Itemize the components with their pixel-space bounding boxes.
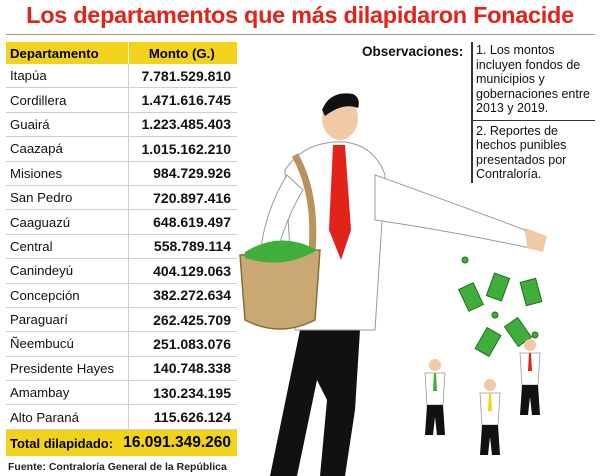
department-name: Ñeembucú bbox=[6, 331, 129, 357]
table-row: Central 558.789.114 bbox=[6, 234, 237, 260]
department-amount: 262.425.709 bbox=[127, 307, 237, 333]
table-row: Canindeyú 404.129.063 bbox=[6, 258, 237, 284]
department-name: Central bbox=[6, 234, 129, 260]
department-name: Amambay bbox=[6, 380, 129, 406]
table-row: Itapúa 7.781.529.810 bbox=[6, 64, 237, 89]
department-amount: 648.619.497 bbox=[127, 209, 237, 235]
table-row: Guairá 1.223.485.403 bbox=[6, 112, 237, 138]
departments-table: Departamento Monto (G.) Itapúa 7.781.529.… bbox=[6, 42, 237, 430]
department-name: San Pedro bbox=[6, 185, 129, 211]
department-amount: 140.748.338 bbox=[127, 356, 237, 382]
department-amount: 382.272.634 bbox=[127, 283, 237, 308]
observations-label: Observaciones: bbox=[362, 44, 464, 59]
money-bag-icon bbox=[239, 153, 321, 330]
department-name: Caazapá bbox=[6, 136, 129, 162]
table-row: Caazapá 1.015.162.210 bbox=[6, 136, 237, 162]
table-row: Concepción 382.272.634 bbox=[6, 283, 237, 308]
department-name: Caaguazú bbox=[6, 209, 129, 235]
department-amount: 115.626.124 bbox=[127, 404, 237, 430]
small-people-icon bbox=[424, 339, 541, 455]
total-value: 16.091.349.260 bbox=[123, 434, 231, 451]
department-amount: 558.789.114 bbox=[127, 234, 237, 260]
source-note: Fuente: Contraloría General de la Repúbl… bbox=[8, 461, 227, 473]
banknote-icon bbox=[458, 256, 543, 358]
table-row: Ñeembucú 251.083.076 bbox=[6, 331, 237, 357]
illustration bbox=[239, 93, 547, 476]
department-name: Alto Paraná bbox=[6, 404, 129, 430]
department-amount: 1.015.162.210 bbox=[127, 136, 237, 162]
table-row: Alto Paraná 115.626.124 bbox=[6, 404, 237, 430]
total-row: Total dilapidado: 16.091.349.260 bbox=[6, 430, 237, 456]
page-title: Los departamentos que más dilapidaron Fo… bbox=[26, 2, 574, 28]
department-amount: 251.083.076 bbox=[127, 331, 237, 357]
department-name: Guairá bbox=[6, 112, 129, 138]
title-divider bbox=[6, 34, 595, 35]
observation-note-1: 1. Los montos incluyen fondos de municip… bbox=[476, 43, 590, 115]
department-amount: 984.729.926 bbox=[127, 161, 237, 186]
table-header-row: Departamento Monto (G.) bbox=[6, 42, 237, 64]
department-amount: 130.234.195 bbox=[127, 380, 237, 406]
table-row: Misiones 984.729.926 bbox=[6, 161, 237, 186]
table-row: Presidente Hayes 140.748.338 bbox=[6, 356, 237, 382]
table-row: Amambay 130.234.195 bbox=[6, 380, 237, 406]
total-label: Total dilapidado: bbox=[10, 435, 114, 451]
table-row: Caaguazú 648.619.497 bbox=[6, 209, 237, 235]
department-amount: 720.897.416 bbox=[127, 185, 237, 211]
department-amount: 1.471.616.745 bbox=[127, 87, 237, 113]
department-name: Itapúa bbox=[6, 64, 129, 89]
department-name: Presidente Hayes bbox=[6, 356, 129, 382]
observation-note-2: 2. Reportes de hechos punibles presentad… bbox=[473, 119, 595, 183]
department-name: Misiones bbox=[6, 161, 129, 186]
column-header-amount: Monto (G.) bbox=[127, 42, 237, 64]
department-amount: 1.223.485.403 bbox=[127, 112, 237, 138]
table-row: Paraguarí 262.425.709 bbox=[6, 307, 237, 333]
table-row: San Pedro 720.897.416 bbox=[6, 185, 237, 211]
department-name: Concepción bbox=[6, 283, 129, 308]
column-header-department: Departamento bbox=[6, 42, 129, 64]
observations-notes: 1. Los montos incluyen fondos de municip… bbox=[471, 42, 595, 183]
table-row: Cordillera 1.471.616.745 bbox=[6, 87, 237, 113]
department-amount: 7.781.529.810 bbox=[127, 64, 237, 89]
department-name: Canindeyú bbox=[6, 258, 129, 284]
department-name: Paraguarí bbox=[6, 307, 129, 333]
department-amount: 404.129.063 bbox=[127, 258, 237, 284]
department-name: Cordillera bbox=[6, 87, 129, 113]
